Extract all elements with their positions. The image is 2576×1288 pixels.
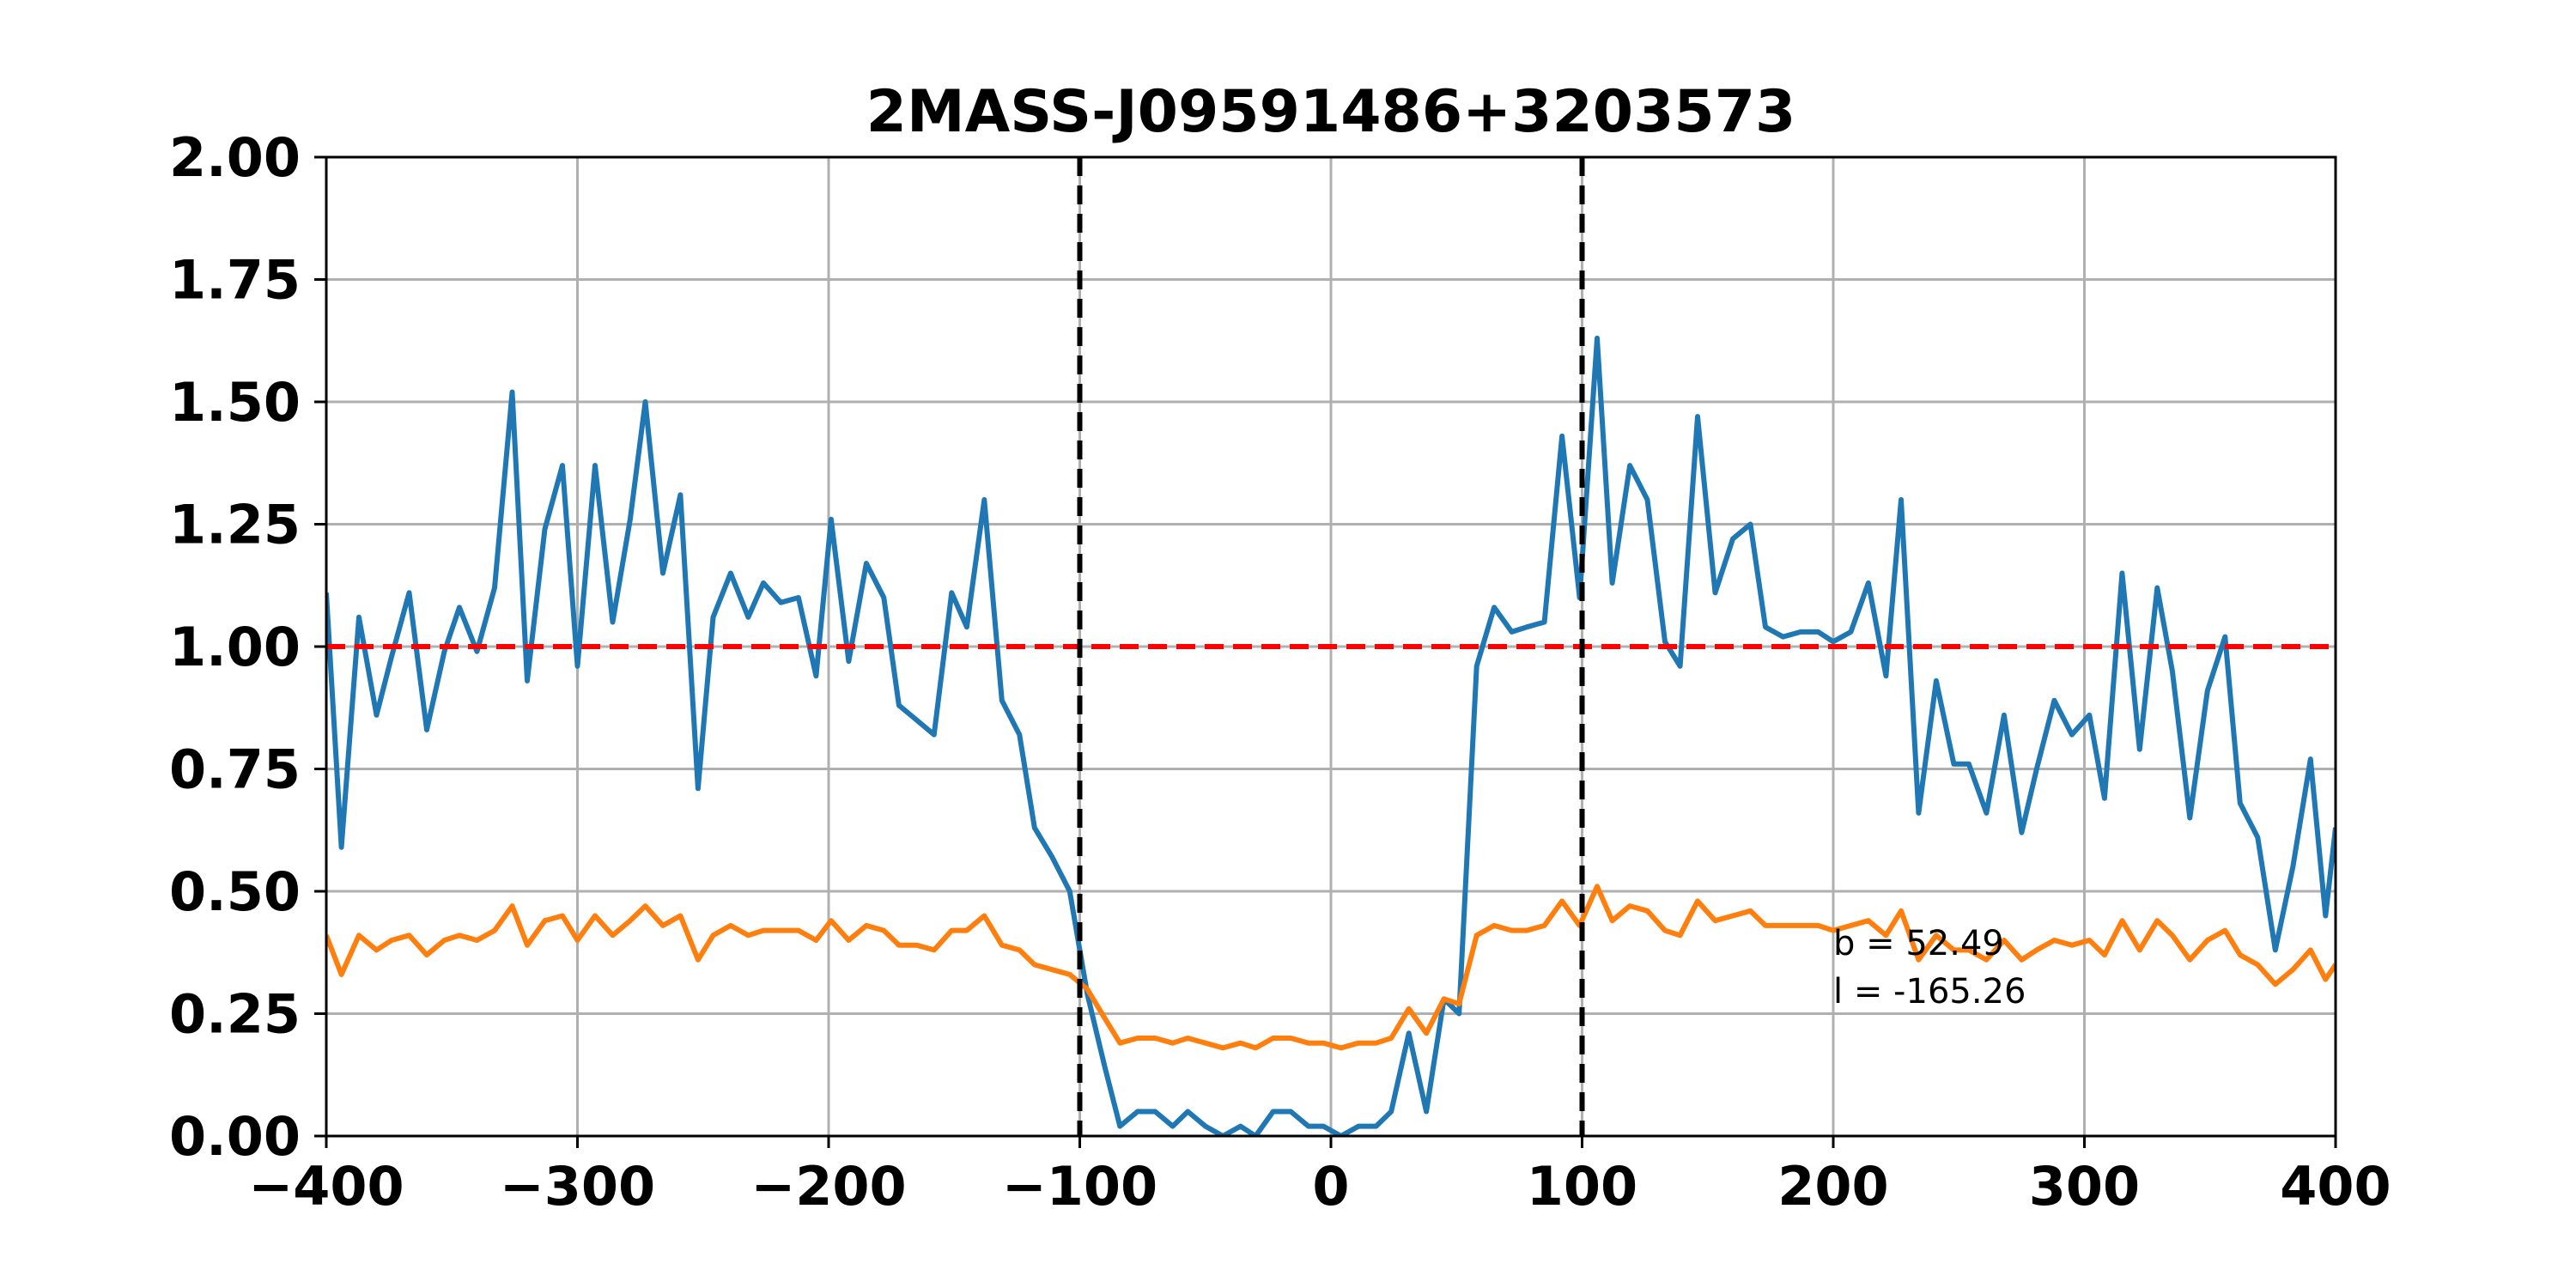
series-line-1 (326, 884, 2336, 1051)
annotations: b = 52.49 l = -165.26 (1833, 924, 2026, 1012)
annotation-b: b = 52.49 (1833, 924, 2004, 963)
x-tick-label-1: −300 (500, 1155, 655, 1218)
y-tick-label-2: 0.50 (169, 860, 301, 923)
axes: −400 −300 −200 −100 0 100 200 300 400 0.00 0.25 0.5… (169, 126, 2391, 1218)
y-tick-label-4: 1.00 (169, 616, 301, 678)
series-line-0 (326, 335, 2336, 1136)
y-tick-label-3: 0.75 (169, 738, 301, 801)
y-tick-label-5: 1.25 (169, 494, 301, 556)
annotation-l: l = -165.26 (1833, 972, 2026, 1012)
y-tick-label-1: 0.25 (169, 983, 301, 1046)
x-tick-label-2: −200 (750, 1155, 906, 1218)
x-tick-label-3: −100 (1002, 1155, 1157, 1218)
chart-title: 2MASS-J09591486+3203573 (866, 78, 1796, 146)
plot-area (326, 157, 2336, 1136)
x-tick-label-7: 300 (2029, 1155, 2140, 1218)
y-tick-label-7: 1.75 (169, 249, 301, 312)
y-tick-label-6: 1.50 (169, 371, 301, 434)
series-group (326, 157, 2336, 1136)
x-tick-label-4: 0 (1312, 1155, 1349, 1218)
y-tick-label-8: 2.00 (169, 126, 301, 189)
x-tick-label-5: 100 (1527, 1155, 1637, 1218)
x-tick-label-8: 400 (2280, 1155, 2391, 1218)
x-tick-label-6: 200 (1777, 1155, 1888, 1218)
x-tick-label-0: −400 (248, 1155, 404, 1218)
y-tick-label-0: 0.00 (169, 1105, 301, 1168)
